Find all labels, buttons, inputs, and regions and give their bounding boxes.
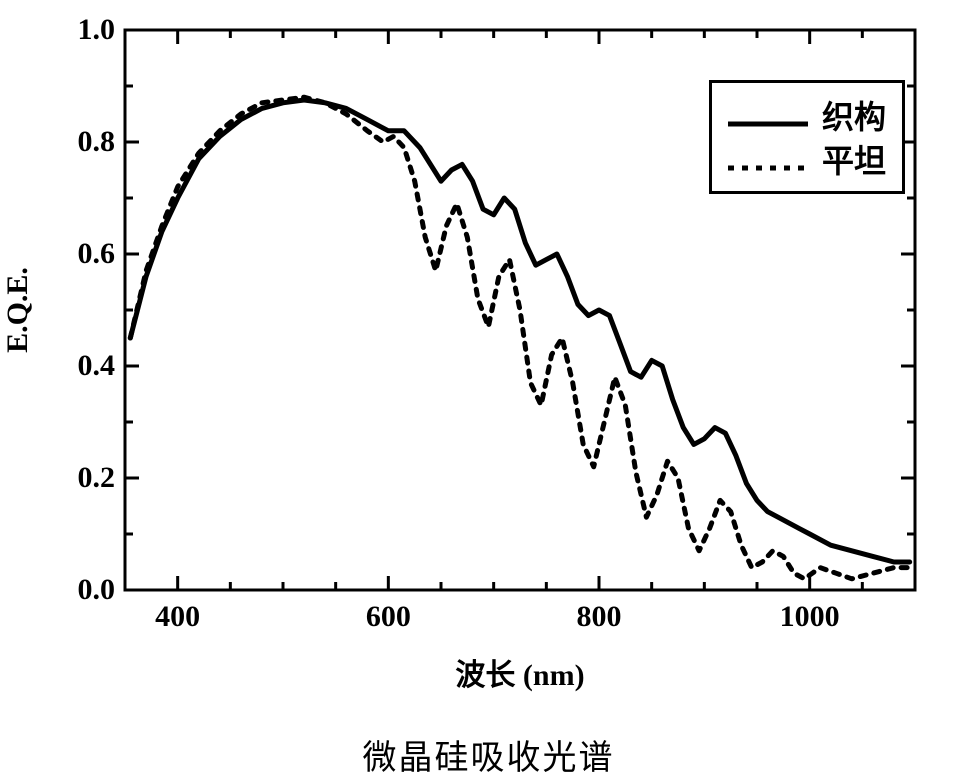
y-tick-label: 0.2 bbox=[78, 461, 116, 495]
legend: 织构 平坦 bbox=[709, 80, 905, 194]
x-tick-label: 1000 bbox=[780, 600, 840, 634]
x-tick-label: 800 bbox=[577, 600, 622, 634]
x-tick-label: 600 bbox=[366, 600, 411, 634]
legend-label-textured: 织构 bbox=[822, 92, 886, 138]
legend-sample-flat bbox=[728, 149, 808, 169]
legend-sample-textured bbox=[728, 105, 808, 125]
y-tick-label: 0.6 bbox=[78, 237, 116, 271]
legend-item-textured: 织构 bbox=[728, 93, 886, 137]
y-tick-label: 0.8 bbox=[78, 125, 116, 159]
plot-area: 0.00.20.40.60.81.0 4006008001000 织构 平坦 bbox=[125, 30, 915, 590]
y-tick-label: 0.4 bbox=[78, 349, 116, 383]
y-axis-title: E.Q.E. bbox=[1, 267, 35, 353]
figure: E.Q.E. 0.00.20.40.60.81.0 4006008001000 … bbox=[0, 0, 977, 784]
legend-item-flat: 平坦 bbox=[728, 137, 886, 181]
y-tick-label: 1.0 bbox=[78, 13, 116, 47]
y-tick-label: 0.0 bbox=[78, 573, 116, 607]
x-tick-label: 400 bbox=[155, 600, 200, 634]
x-axis-title: 波长 (nm) bbox=[455, 650, 584, 694]
figure-caption: 微晶硅吸收光谱 bbox=[0, 730, 977, 779]
legend-label-flat: 平坦 bbox=[822, 136, 886, 182]
